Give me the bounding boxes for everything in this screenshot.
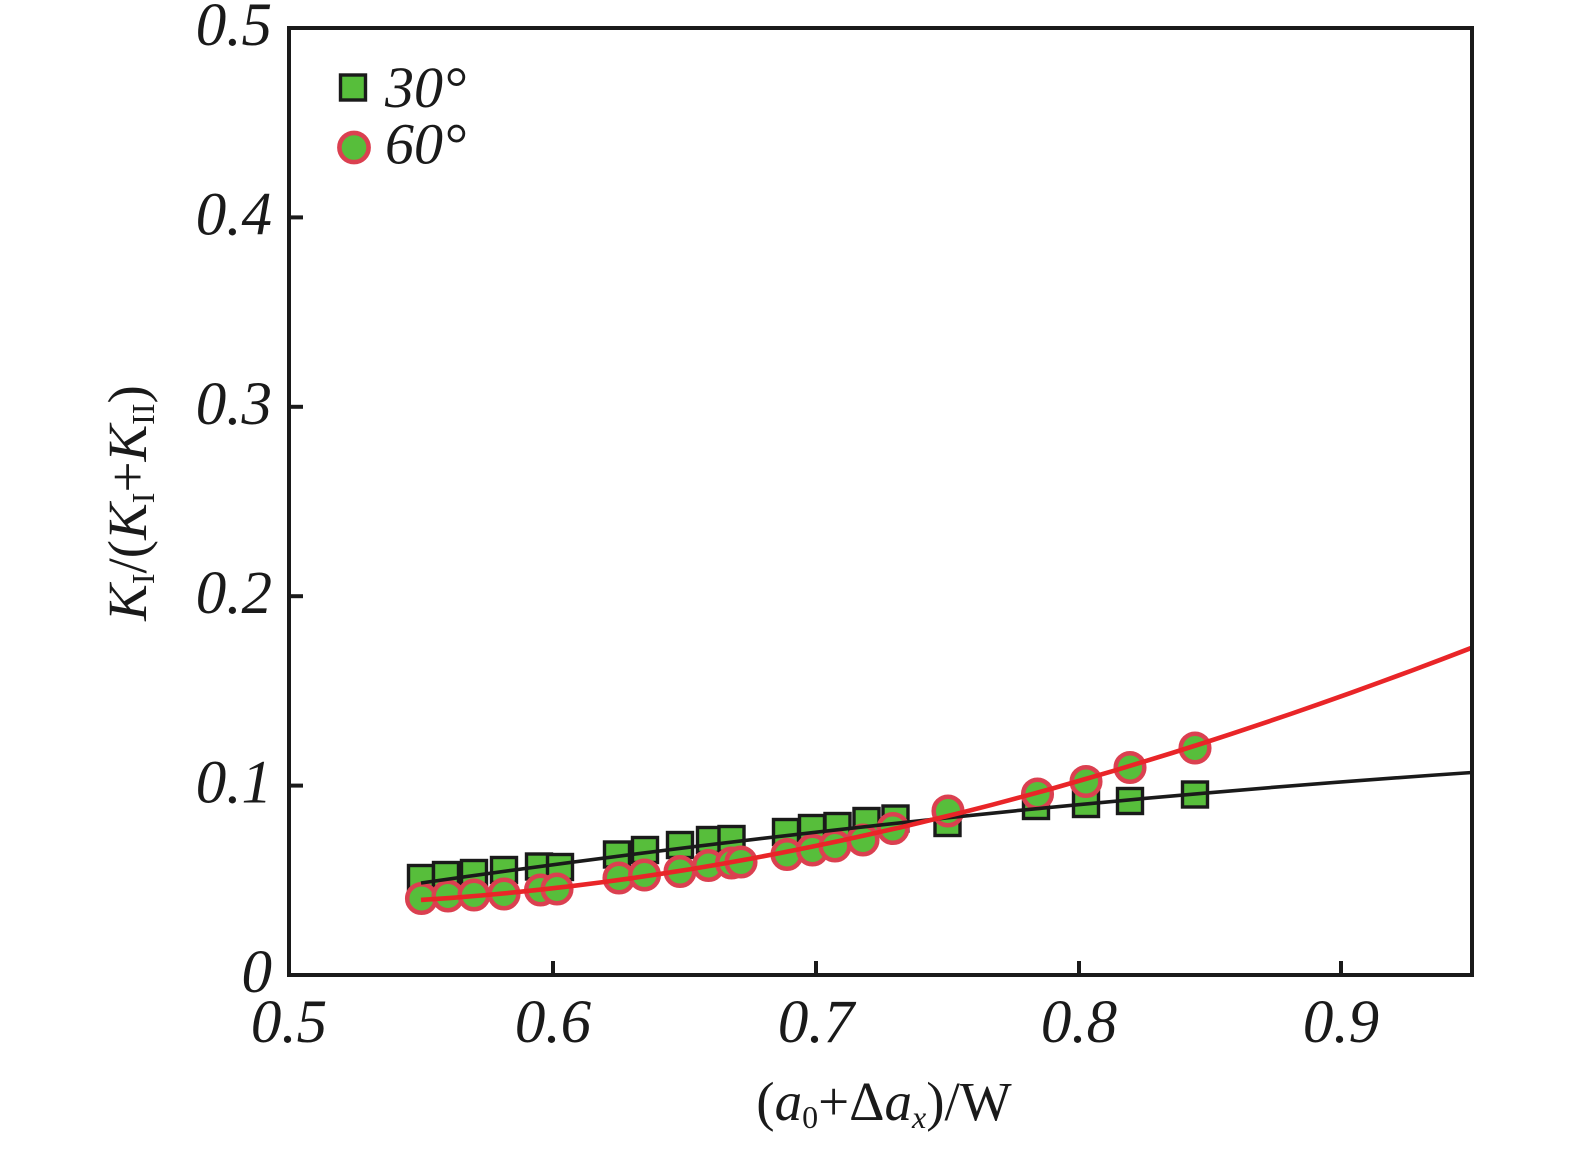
svg-text:0.8: 0.8 — [1041, 989, 1117, 1056]
svg-text:0: 0 — [242, 939, 273, 1006]
svg-text:0.6: 0.6 — [515, 989, 592, 1056]
svg-text:0.9: 0.9 — [1303, 989, 1379, 1056]
svg-text:(a0+Δax)/W: (a0+Δax)/W — [756, 1071, 1012, 1135]
svg-text:0.2: 0.2 — [196, 560, 272, 627]
svg-text:0.5: 0.5 — [251, 989, 327, 1056]
svg-text:0.5: 0.5 — [196, 0, 272, 59]
svg-text:0.4: 0.4 — [196, 181, 272, 248]
svg-text:KI/(KI+KII): KI/(KI+KII) — [97, 385, 161, 622]
svg-text:0.7: 0.7 — [778, 989, 857, 1056]
svg-text:0.3: 0.3 — [196, 371, 272, 438]
svg-text:0.1: 0.1 — [196, 750, 272, 817]
svg-text:60°: 60° — [385, 112, 466, 177]
svg-text:30°: 30° — [384, 55, 466, 120]
